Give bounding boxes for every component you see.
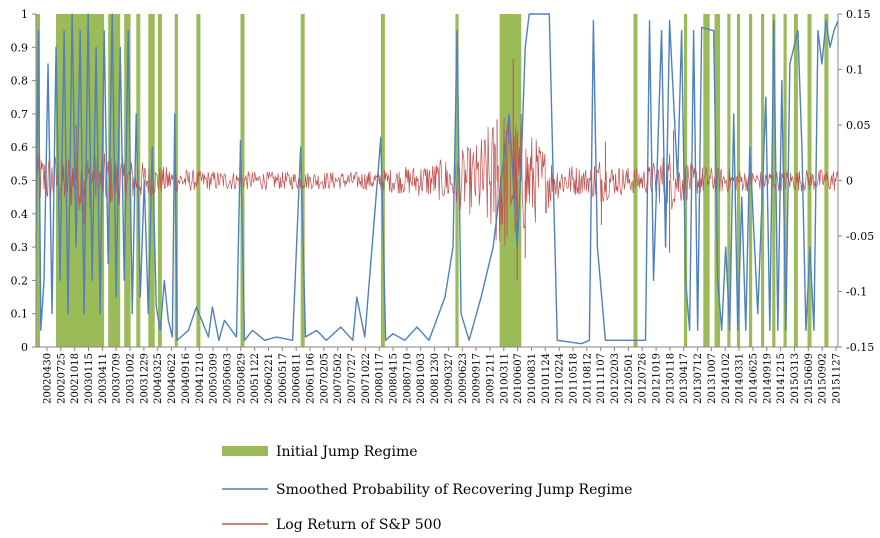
x-tick-label: 20080117 — [375, 353, 386, 404]
jump-band-16 — [703, 14, 710, 347]
x-tick-label: 20120501 — [624, 353, 635, 404]
x-tick-label: 20020725 — [56, 353, 67, 404]
jump-band-25 — [807, 14, 812, 347]
legend: Initial Jump Regime Smoothed Probability… — [222, 444, 632, 533]
x-tick-label: 20060221 — [264, 353, 275, 404]
x-tick-label: 20100607 — [513, 353, 524, 404]
x-tick-label: 20110812 — [582, 353, 593, 404]
jump-band-14 — [633, 14, 638, 347]
x-tick-label: 20081003 — [416, 353, 427, 404]
x-tick-label: 20050603 — [222, 353, 233, 404]
jump-band-19 — [736, 14, 741, 347]
x-tick-label: 20120203 — [610, 353, 621, 404]
jump-band-11 — [380, 14, 385, 347]
x-tick-label: 20021018 — [70, 353, 81, 404]
x-tick-label: 20140102 — [721, 353, 732, 404]
x-tick-label: 20061106 — [306, 353, 317, 404]
x-tick-label: 20111107 — [596, 353, 607, 404]
x-tick-label: 20110224 — [555, 353, 566, 404]
x-tick-label: 20031229 — [139, 353, 150, 404]
jump-band-23 — [783, 14, 787, 347]
x-tick-label: 20101124 — [541, 353, 552, 404]
left-tick-label: 0.4 — [11, 208, 29, 221]
jump-band-10 — [300, 14, 305, 347]
smoothed-probability-line — [35, 13, 839, 345]
x-tick-label: 20071022 — [361, 353, 372, 404]
x-tick-label: 20050829 — [236, 353, 247, 404]
right-tick-label: -0.15 — [846, 341, 874, 354]
jump-band-26 — [824, 14, 829, 347]
left-tick-label: 1 — [21, 8, 28, 21]
x-tick-label: 20130417 — [679, 353, 690, 404]
x-tick-label: 20150313 — [790, 353, 801, 404]
left-tick-label: 0.1 — [11, 308, 29, 321]
x-tick-label: 20130118 — [665, 353, 676, 404]
x-tick-label: 20140331 — [735, 353, 746, 404]
x-tick-label: 20050309 — [209, 353, 220, 404]
legend-label-ret: Log Return of S&P 500 — [276, 517, 441, 533]
x-tick-label: 20030709 — [112, 353, 123, 404]
x-tick-label: 20150609 — [804, 353, 815, 404]
right-tick-label: 0.1 — [846, 64, 864, 77]
x-tick-label: 20051122 — [250, 353, 261, 404]
x-tick-label: 20131007 — [707, 353, 718, 404]
x-tick-label: 20080415 — [389, 353, 400, 404]
left-tick-label: 0.9 — [11, 41, 29, 54]
left-tick-label: 0 — [21, 341, 28, 354]
x-tick-label: 20040916 — [181, 353, 192, 404]
left-tick-label: 0.7 — [11, 108, 29, 121]
x-tick-label: 20040622 — [167, 353, 178, 404]
x-tick-label: 20151127 — [832, 353, 843, 404]
x-tick-label: 20100311 — [499, 353, 510, 404]
x-tick-label: 20130712 — [693, 353, 704, 404]
x-tick-label: 20040325 — [153, 353, 164, 404]
left-y-axis-ticks: 0 0.1 0.2 0.3 0.4 0.5 0.6 0.7 0.8 0.9 1 — [11, 8, 36, 354]
x-tick-label: 20121019 — [652, 353, 663, 404]
x-axis-ticks: 20020430 20020725 20021018 20030115 20030411… — [43, 347, 843, 404]
left-tick-label: 0.2 — [11, 274, 29, 287]
right-tick-label: 0.05 — [846, 119, 871, 132]
legend-swatch-jump — [222, 446, 268, 456]
x-tick-label: 20070502 — [333, 353, 344, 404]
left-tick-label: 0.6 — [11, 141, 29, 154]
x-tick-label: 20090327 — [444, 353, 455, 404]
x-tick-label: 20120726 — [638, 353, 649, 404]
log-return-line — [35, 117, 839, 247]
x-tick-label: 20030411 — [98, 353, 109, 404]
x-tick-label: 20100831 — [527, 353, 538, 404]
x-tick-label: 20090623 — [458, 353, 469, 404]
x-tick-label: 20070205 — [319, 353, 330, 404]
x-tick-label: 20020430 — [43, 353, 54, 404]
jump-band-0 — [36, 14, 40, 347]
left-tick-label: 0.3 — [11, 241, 29, 254]
right-tick-label: -0.1 — [846, 286, 867, 299]
right-tick-label: 0 — [846, 175, 853, 188]
right-tick-label: 0.15 — [846, 8, 871, 21]
jump-band-6 — [157, 14, 162, 347]
right-y-axis-ticks: -0.15 -0.1 -0.05 0 0.05 0.1 0.15 — [838, 8, 874, 354]
x-tick-label: 20060517 — [278, 353, 289, 404]
x-tick-label: 20080710 — [402, 353, 413, 404]
x-tick-label: 20070727 — [347, 353, 358, 404]
x-tick-label: 20140625 — [748, 353, 759, 404]
x-tick-label: 20091211 — [485, 353, 496, 404]
x-tick-label: 20041210 — [195, 353, 206, 404]
left-tick-label: 0.5 — [11, 175, 29, 188]
legend-label-prob: Smoothed Probability of Recovering Jump … — [276, 482, 632, 498]
legend-label-jump: Initial Jump Regime — [276, 444, 418, 460]
x-tick-label: 20030115 — [84, 353, 95, 404]
x-tick-label: 20150902 — [818, 353, 829, 404]
left-tick-label: 0.8 — [11, 75, 29, 88]
x-tick-label: 20110518 — [569, 353, 580, 404]
x-tick-label: 20141215 — [776, 353, 787, 404]
right-tick-label: -0.05 — [846, 230, 874, 243]
x-tick-label: 20081230 — [430, 353, 441, 404]
smoothed-probability-series — [35, 13, 839, 345]
x-tick-label: 20140919 — [762, 353, 773, 404]
x-tick-label: 20090917 — [472, 353, 483, 404]
x-tick-label: 20031002 — [126, 353, 137, 404]
x-tick-label: 20060811 — [292, 353, 303, 404]
